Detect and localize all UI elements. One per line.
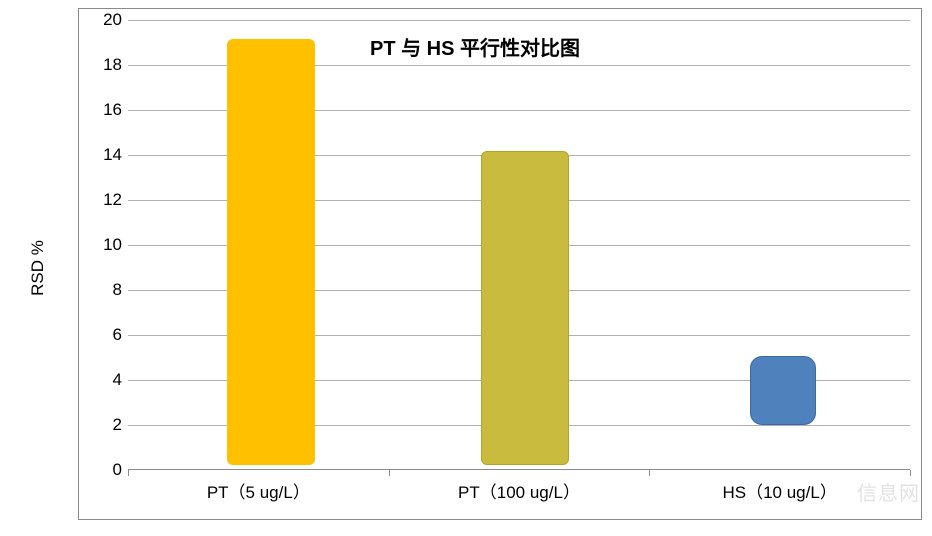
y-tick-label: 8 [82, 280, 122, 300]
bar [481, 151, 569, 465]
y-tick-label: 20 [82, 10, 122, 30]
chart-container: RSD % PT 与 HS 平行性对比图 信息网 024681012141618… [0, 0, 932, 536]
bar [750, 356, 816, 426]
x-axis-line [128, 469, 910, 470]
x-tick-label: HS（10 ug/L） [722, 478, 836, 503]
y-axis-title: RSD % [28, 240, 48, 296]
x-tick-label: PT（100 ug/L） [458, 478, 580, 503]
y-tick-label: 2 [82, 415, 122, 435]
x-tick [128, 470, 129, 476]
y-tick-label: 6 [82, 325, 122, 345]
x-tick [389, 470, 390, 476]
y-tick-label: 14 [82, 145, 122, 165]
plot-area [128, 20, 910, 470]
chart-title: PT 与 HS 平行性对比图 [370, 32, 580, 61]
x-tick [649, 470, 650, 476]
y-tick-label: 16 [82, 100, 122, 120]
y-tick-label: 0 [82, 460, 122, 480]
y-tick-label: 12 [82, 190, 122, 210]
x-tick-label: PT（5 ug/L） [207, 478, 310, 503]
y-tick-label: 10 [82, 235, 122, 255]
gridline [128, 20, 910, 21]
bar [227, 39, 315, 465]
x-tick [910, 470, 911, 476]
y-tick-label: 18 [82, 55, 122, 75]
y-tick-label: 4 [82, 370, 122, 390]
